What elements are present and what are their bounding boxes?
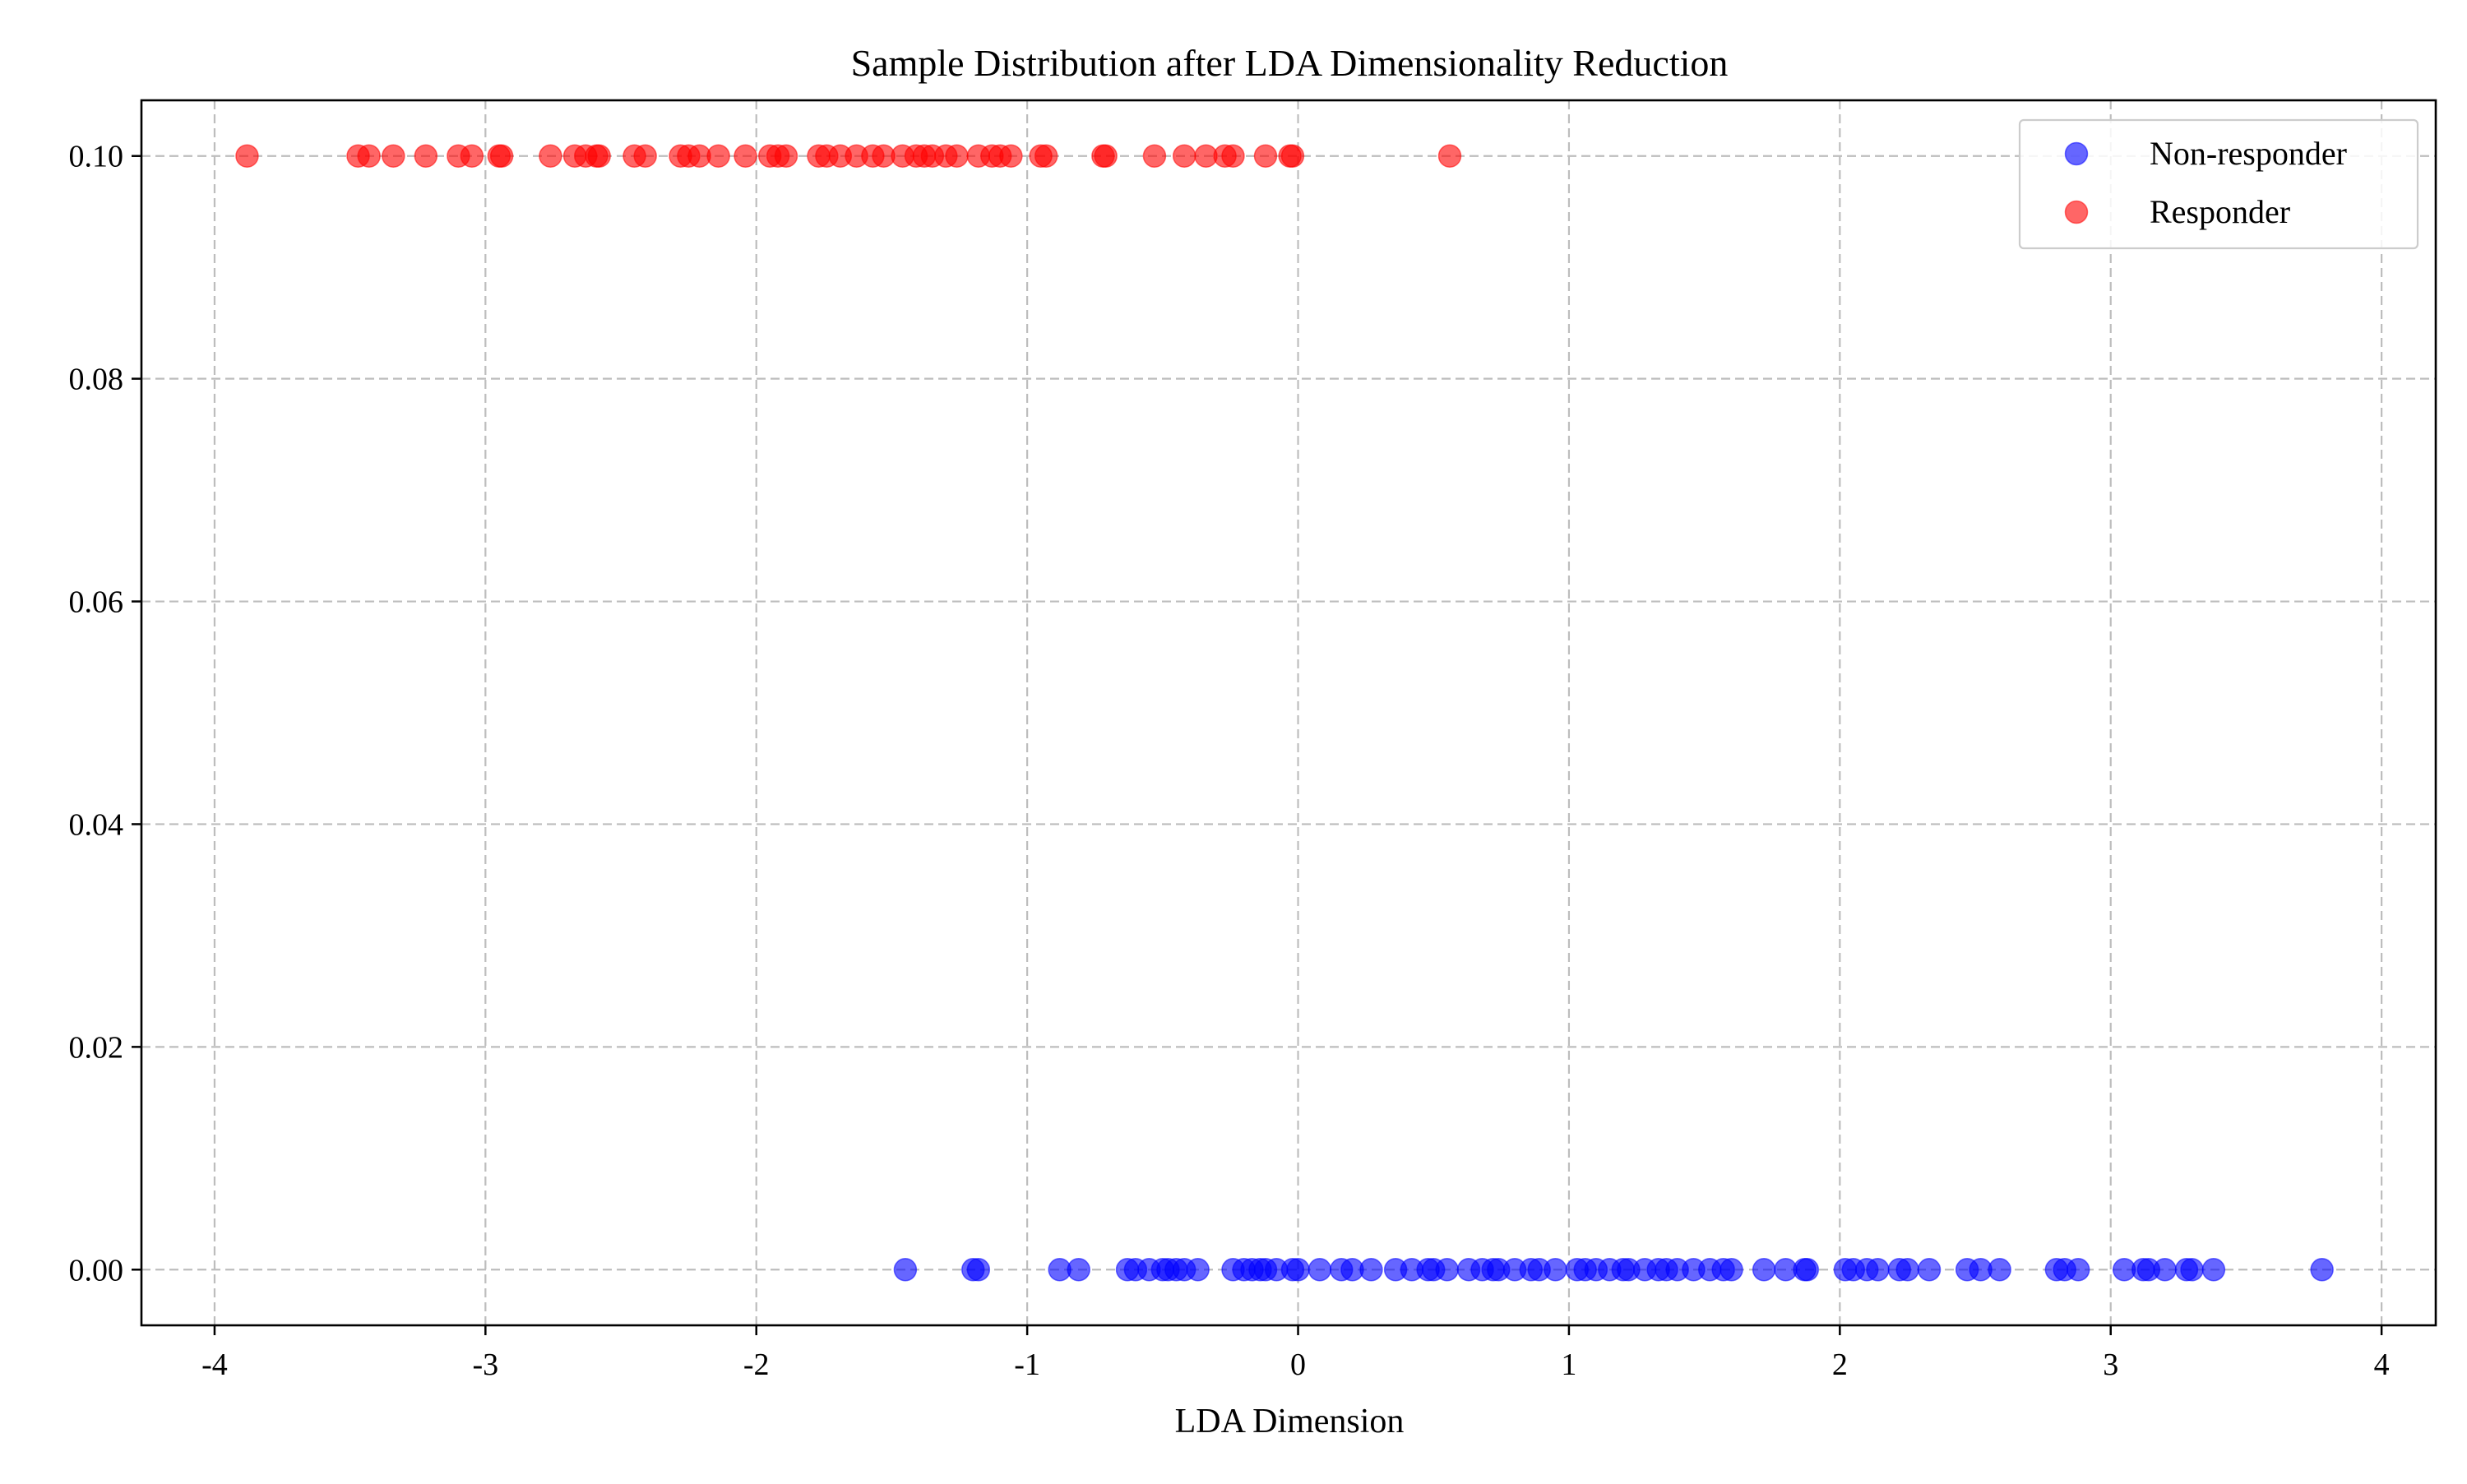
- data-point-non-responder: [2153, 1258, 2177, 1282]
- x-tick-label: 4: [2374, 1348, 2390, 1382]
- y-tick-label: 0.02: [69, 1030, 124, 1065]
- x-tick-label: -1: [1014, 1348, 1040, 1382]
- legend-box: [2018, 118, 2419, 250]
- data-point-non-responder: [1795, 1258, 1820, 1282]
- data-point-non-responder: [2310, 1258, 2334, 1282]
- data-point-non-responder: [893, 1258, 918, 1282]
- plot-frame: [140, 99, 2437, 1327]
- data-point-responder: [414, 144, 438, 168]
- y-tick-label: 0.10: [69, 140, 124, 174]
- legend-label-non-responder: Non-responder: [2150, 135, 2347, 172]
- data-point-non-responder: [1719, 1258, 1743, 1282]
- data-point-responder: [1034, 144, 1058, 168]
- x-tick-label: -3: [473, 1348, 499, 1382]
- y-tick-label: 0.08: [69, 363, 124, 397]
- x-tick-label: -2: [743, 1348, 770, 1382]
- x-tick-label: 2: [1832, 1348, 1848, 1382]
- data-point-responder: [999, 144, 1023, 168]
- data-point-non-responder: [1186, 1258, 1210, 1282]
- data-point-responder: [489, 144, 514, 168]
- data-point-non-responder: [1895, 1258, 1919, 1282]
- legend: Non-responder Responder: [2018, 118, 2419, 250]
- data-point-non-responder: [2201, 1258, 2226, 1282]
- data-point-responder: [1221, 144, 1245, 168]
- x-tick-label: 1: [1561, 1348, 1576, 1382]
- y-tick-label: 0.06: [69, 585, 124, 620]
- x-axis-label: LDA Dimension: [1175, 1403, 1405, 1440]
- x-tick-label: -4: [201, 1348, 228, 1382]
- data-point-responder: [1172, 144, 1196, 168]
- y-tick-label: 0.04: [69, 807, 124, 842]
- data-point-responder: [734, 144, 757, 168]
- grid: [141, 100, 2436, 1325]
- data-point-responder: [587, 144, 611, 168]
- data-points: [235, 144, 2334, 1282]
- data-point-non-responder: [1286, 1258, 1310, 1282]
- data-point-non-responder: [1988, 1258, 2011, 1282]
- data-point-non-responder: [1067, 1258, 1090, 1282]
- x-tick-label: 0: [1290, 1348, 1306, 1382]
- data-point-non-responder: [966, 1258, 991, 1282]
- data-point-responder: [1142, 144, 1167, 168]
- data-point-non-responder: [1544, 1258, 1567, 1282]
- data-point-non-responder: [1752, 1258, 1776, 1282]
- data-point-responder: [1253, 144, 1278, 168]
- data-point-responder: [1094, 144, 1118, 168]
- data-point-non-responder: [1308, 1258, 1332, 1282]
- data-point-responder: [539, 144, 562, 168]
- x-tick-label: 3: [2103, 1348, 2118, 1382]
- data-point-responder: [235, 144, 259, 168]
- data-point-non-responder: [1359, 1258, 1383, 1282]
- data-point-responder: [382, 144, 405, 168]
- legend-marker-non-responder: [2064, 141, 2089, 166]
- data-point-non-responder: [1435, 1258, 1459, 1282]
- data-point-responder: [460, 144, 484, 168]
- chart-title: Sample Distribution after LDA Dimensiona…: [851, 42, 1729, 84]
- data-point-non-responder: [2066, 1258, 2090, 1282]
- data-point-responder: [945, 144, 969, 168]
- data-point-responder: [357, 144, 381, 168]
- data-point-responder: [774, 144, 798, 168]
- legend-marker-responder: [2064, 200, 2089, 224]
- axis-ticks: -4 -3 -2 -1 0 1 2 3 4 0.00 0.02 0.04 0.06 0.08 0.10: [69, 140, 2390, 1382]
- data-point-responder: [1280, 144, 1305, 168]
- y-tick-label: 0.00: [69, 1253, 124, 1288]
- data-point-responder: [633, 144, 657, 168]
- data-point-non-responder: [2180, 1258, 2204, 1282]
- data-point-responder: [706, 144, 730, 168]
- data-point-responder: [1437, 144, 1462, 168]
- data-point-non-responder: [1866, 1258, 1890, 1282]
- data-point-non-responder: [1917, 1258, 1942, 1282]
- legend-label-responder: Responder: [2150, 193, 2290, 230]
